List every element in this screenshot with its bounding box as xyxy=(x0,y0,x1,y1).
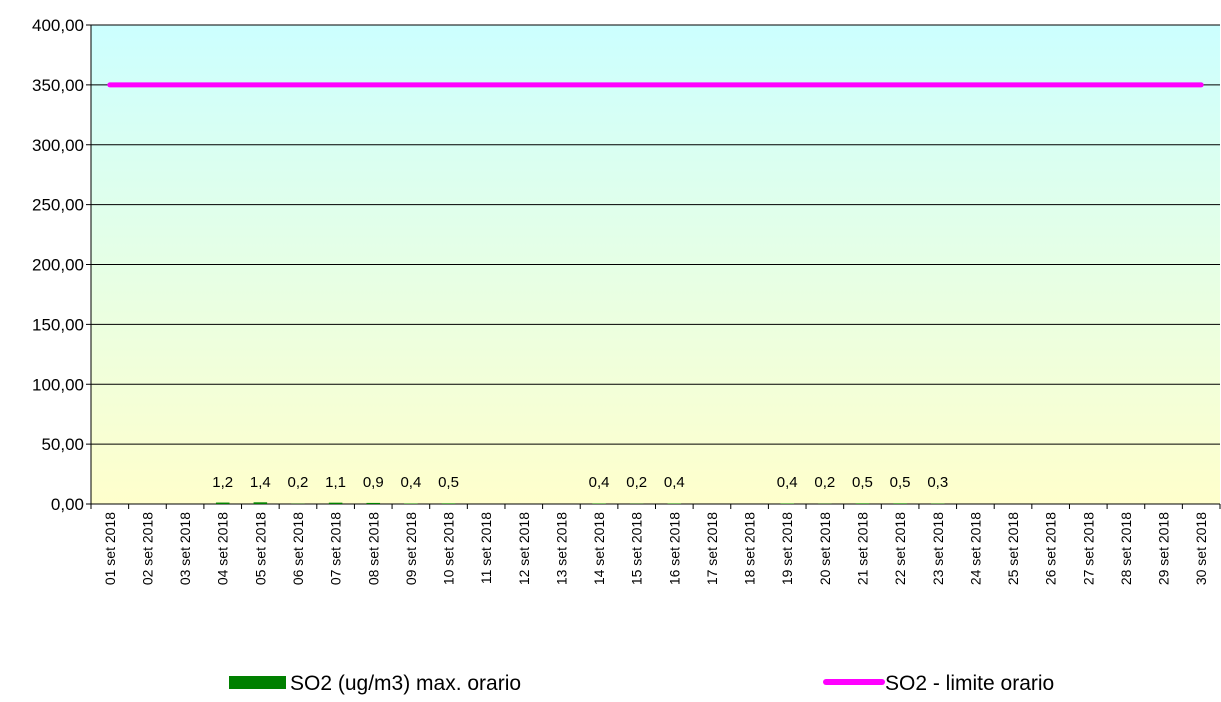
data-label: 0,4 xyxy=(777,474,798,491)
x-tick-label: 28 set 2018 xyxy=(1118,512,1134,585)
legend-label-line: SO2 - limite orario xyxy=(885,672,1054,695)
y-tick-label: 200,00 xyxy=(32,256,84,275)
data-label: 0,4 xyxy=(664,474,685,491)
x-tick-label: 22 set 2018 xyxy=(892,512,908,585)
x-tick-label: 17 set 2018 xyxy=(704,512,720,585)
x-tick-label: 10 set 2018 xyxy=(441,512,457,585)
data-label: 1,1 xyxy=(325,474,346,491)
x-tick-label: 13 set 2018 xyxy=(553,512,569,585)
x-tick-label: 23 set 2018 xyxy=(930,512,946,585)
x-tick-label: 08 set 2018 xyxy=(365,512,381,585)
bar xyxy=(329,503,343,504)
bar xyxy=(254,502,268,504)
x-tick-label: 07 set 2018 xyxy=(328,512,344,585)
data-label: 0,5 xyxy=(852,474,873,491)
x-tick-label: 04 set 2018 xyxy=(215,512,231,585)
y-tick-label: 250,00 xyxy=(32,196,84,215)
x-tick-label: 25 set 2018 xyxy=(1005,512,1021,585)
y-tick-label: 350,00 xyxy=(32,76,84,95)
data-label: 0,3 xyxy=(927,474,948,491)
data-label: 0,4 xyxy=(400,474,421,491)
bar xyxy=(893,503,907,504)
x-tick-label: 27 set 2018 xyxy=(1080,512,1096,585)
x-tick-label: 05 set 2018 xyxy=(252,512,268,585)
y-tick-label: 150,00 xyxy=(32,315,84,334)
legend-swatch-bar xyxy=(229,676,286,689)
bar xyxy=(366,503,380,504)
x-tick-label: 11 set 2018 xyxy=(478,512,494,584)
x-tick-label: 06 set 2018 xyxy=(290,512,306,585)
data-label: 0,5 xyxy=(438,474,459,491)
bar xyxy=(856,503,870,504)
bar xyxy=(442,503,456,504)
x-tick-label: 03 set 2018 xyxy=(177,512,193,585)
x-tick-label: 09 set 2018 xyxy=(403,512,419,585)
x-tick-label: 19 set 2018 xyxy=(779,512,795,585)
x-tick-label: 15 set 2018 xyxy=(629,512,645,585)
x-tick-label: 26 set 2018 xyxy=(1043,512,1059,585)
x-tick-label: 24 set 2018 xyxy=(967,512,983,585)
data-label: 0,2 xyxy=(288,474,309,491)
x-tick-label: 30 set 2018 xyxy=(1193,512,1209,585)
x-tick-label: 18 set 2018 xyxy=(742,512,758,585)
y-tick-label: 300,00 xyxy=(32,136,84,155)
data-label: 0,9 xyxy=(363,474,384,491)
data-label: 0,4 xyxy=(589,474,610,491)
y-tick-label: 400,00 xyxy=(32,16,84,35)
y-tick-label: 100,00 xyxy=(32,375,84,394)
x-tick-label: 20 set 2018 xyxy=(817,512,833,585)
x-tick-label: 14 set 2018 xyxy=(591,512,607,585)
data-label: 0,2 xyxy=(814,474,835,491)
data-label: 1,2 xyxy=(212,474,233,491)
bar xyxy=(216,503,230,504)
x-tick-label: 12 set 2018 xyxy=(516,512,532,585)
x-tick-label: 01 set 2018 xyxy=(102,512,118,585)
data-label: 0,2 xyxy=(626,474,647,491)
x-tick-label: 16 set 2018 xyxy=(666,512,682,585)
data-label: 0,5 xyxy=(890,474,911,491)
y-tick-label: 0,00 xyxy=(51,495,84,514)
legend-label-bar: SO2 (ug/m3) max. orario xyxy=(290,672,521,695)
x-tick-label: 29 set 2018 xyxy=(1156,512,1172,585)
x-tick-label: 02 set 2018 xyxy=(139,512,155,585)
y-tick-label: 50,00 xyxy=(41,435,84,454)
data-label: 1,4 xyxy=(250,474,271,491)
x-tick-label: 21 set 2018 xyxy=(854,512,870,585)
